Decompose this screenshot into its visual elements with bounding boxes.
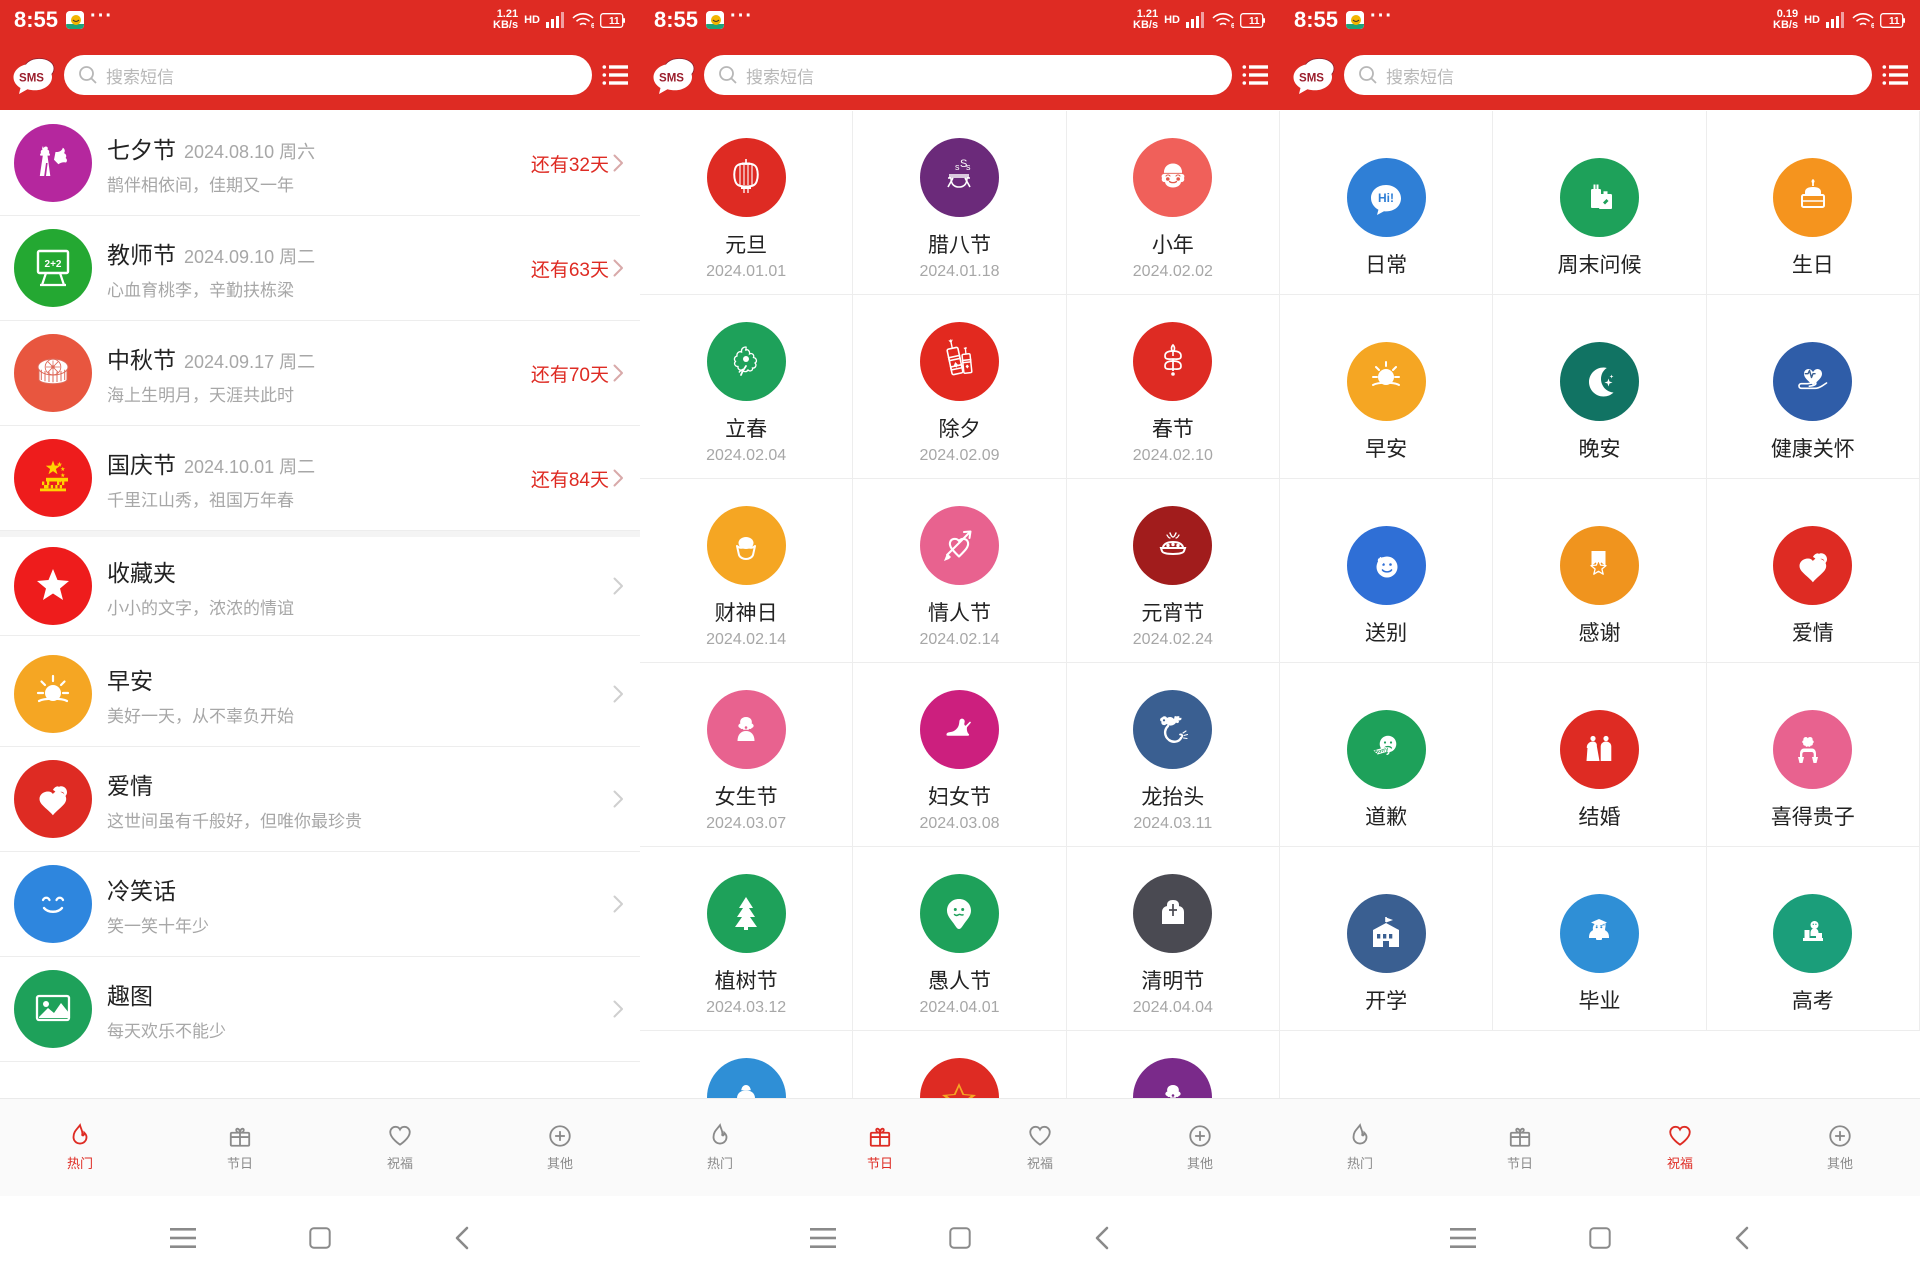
svg-text:SMS: SMS [19, 73, 44, 85]
svg-text:2+2: 2+2 [45, 259, 62, 270]
svg-text:11: 11 [1889, 16, 1900, 27]
svg-text:11: 11 [609, 16, 620, 27]
svg-text:s: s [966, 162, 971, 172]
svg-text:11: 11 [1249, 16, 1260, 27]
svg-text:Hi!: Hi! [1378, 191, 1394, 205]
svg-text:SMS: SMS [1299, 73, 1324, 85]
svg-text:6: 6 [1231, 23, 1234, 28]
svg-text:6: 6 [591, 23, 594, 28]
svg-text:6: 6 [1871, 23, 1874, 28]
svg-text:SMS: SMS [659, 73, 684, 85]
